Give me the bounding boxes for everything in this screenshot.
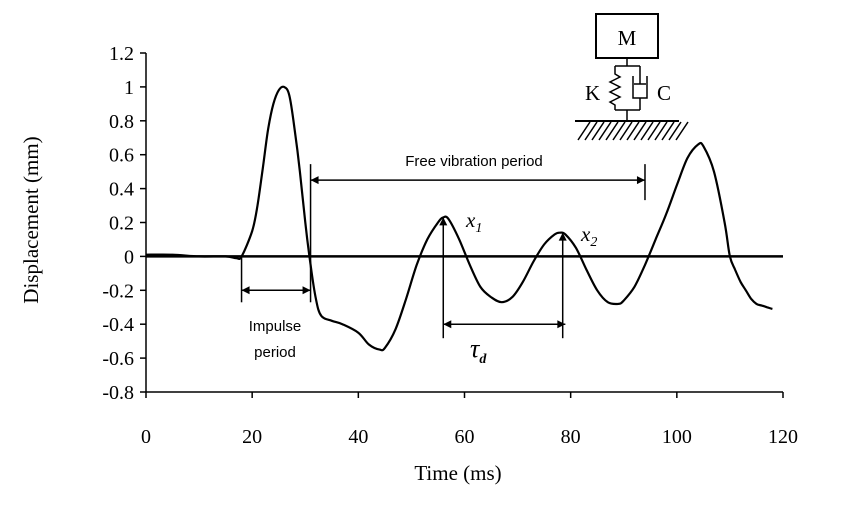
- ground-hatch-line: [675, 121, 689, 141]
- ground-hatch-line: [661, 121, 675, 141]
- y-tick-label: -0.2: [102, 280, 134, 302]
- ground-hatch: [577, 121, 689, 141]
- ground-hatch-line: [626, 121, 640, 141]
- y-tick-label: 1.2: [109, 43, 134, 65]
- mass-box: [595, 13, 659, 59]
- displacement-series-line: [145, 85, 773, 352]
- x1-label: x1: [465, 208, 482, 236]
- free-vibration-arrow-head-left: [310, 176, 319, 185]
- ground-hatch-line: [591, 121, 605, 141]
- y-tick-label: 0.8: [109, 111, 134, 133]
- x1-marker-head: [439, 217, 448, 226]
- ground-hatch-line: [647, 121, 661, 141]
- x1-subscript: 1: [475, 221, 482, 236]
- y-tick-label: -0.4: [102, 314, 134, 336]
- tau-d-label: τd: [470, 334, 487, 367]
- ground-hatch-line: [640, 121, 654, 141]
- x-tick-label: 80: [561, 426, 581, 448]
- ground-hatch-line: [612, 121, 626, 141]
- tau-symbol: τ: [470, 334, 481, 363]
- ground-hatch-line: [619, 121, 633, 141]
- x-tick-label: 60: [455, 426, 475, 448]
- x-axis-title: Time (ms): [414, 461, 501, 485]
- ground-hatch-line: [668, 121, 682, 141]
- ground-hatch-line: [654, 121, 668, 141]
- y-axis-title: Displacement (mm): [19, 136, 43, 303]
- x1-symbol: x: [465, 208, 476, 232]
- x-tick-label: 0: [141, 426, 151, 448]
- impulse-label: Impulse: [249, 318, 302, 335]
- y-tick-label: -0.6: [102, 348, 134, 370]
- x2-label: x2: [580, 222, 597, 250]
- y-tick-label: 0.6: [109, 145, 134, 167]
- ground-hatch-line: [605, 121, 619, 141]
- ground-hatch-line: [584, 121, 598, 141]
- tau-subscript: d: [479, 352, 487, 367]
- mass-label: M: [618, 26, 637, 50]
- impulse-period-label: period: [254, 344, 296, 361]
- ground-hatch-line: [577, 121, 591, 141]
- x-tick-label: 120: [768, 426, 798, 448]
- x-tick-label: 100: [662, 426, 692, 448]
- ground-hatch-line: [598, 121, 612, 141]
- y-tick-label: 0.2: [109, 213, 134, 235]
- mass-spring-damper-diagram: M K C: [575, 13, 689, 141]
- spring-icon: [608, 66, 622, 110]
- free-vibration-label: Free vibration period: [405, 153, 543, 170]
- ground-hatch-line: [633, 121, 647, 141]
- plot-layer: -0.8 -0.6 -0.4 -0.2 0 0.2 0.4 0.6 0.8 1 1.2 0 20 40 60…: [102, 43, 798, 448]
- y-tick-label: 1: [124, 77, 134, 99]
- impulse-arrow-head-right: [302, 286, 311, 295]
- damper-label: C: [657, 81, 671, 105]
- y-tick-label: -0.8: [102, 382, 134, 404]
- y-tick-label: 0: [124, 246, 134, 268]
- y-tick-label: 0.4: [109, 179, 134, 201]
- x2-symbol: x: [580, 222, 591, 246]
- damper-icon: [632, 66, 648, 110]
- x2-marker-head: [558, 232, 567, 241]
- x-tick-label: 20: [242, 426, 262, 448]
- spring-label: K: [585, 81, 600, 105]
- impulse-arrow-head-left: [241, 286, 250, 295]
- free-vibration-arrow-head-right: [636, 176, 645, 185]
- x-tick-label: 40: [348, 426, 368, 448]
- tau-d-arrow-head-left: [443, 320, 452, 329]
- tau-d-arrow-head-right: [557, 320, 566, 329]
- x2-subscript: 2: [590, 235, 597, 250]
